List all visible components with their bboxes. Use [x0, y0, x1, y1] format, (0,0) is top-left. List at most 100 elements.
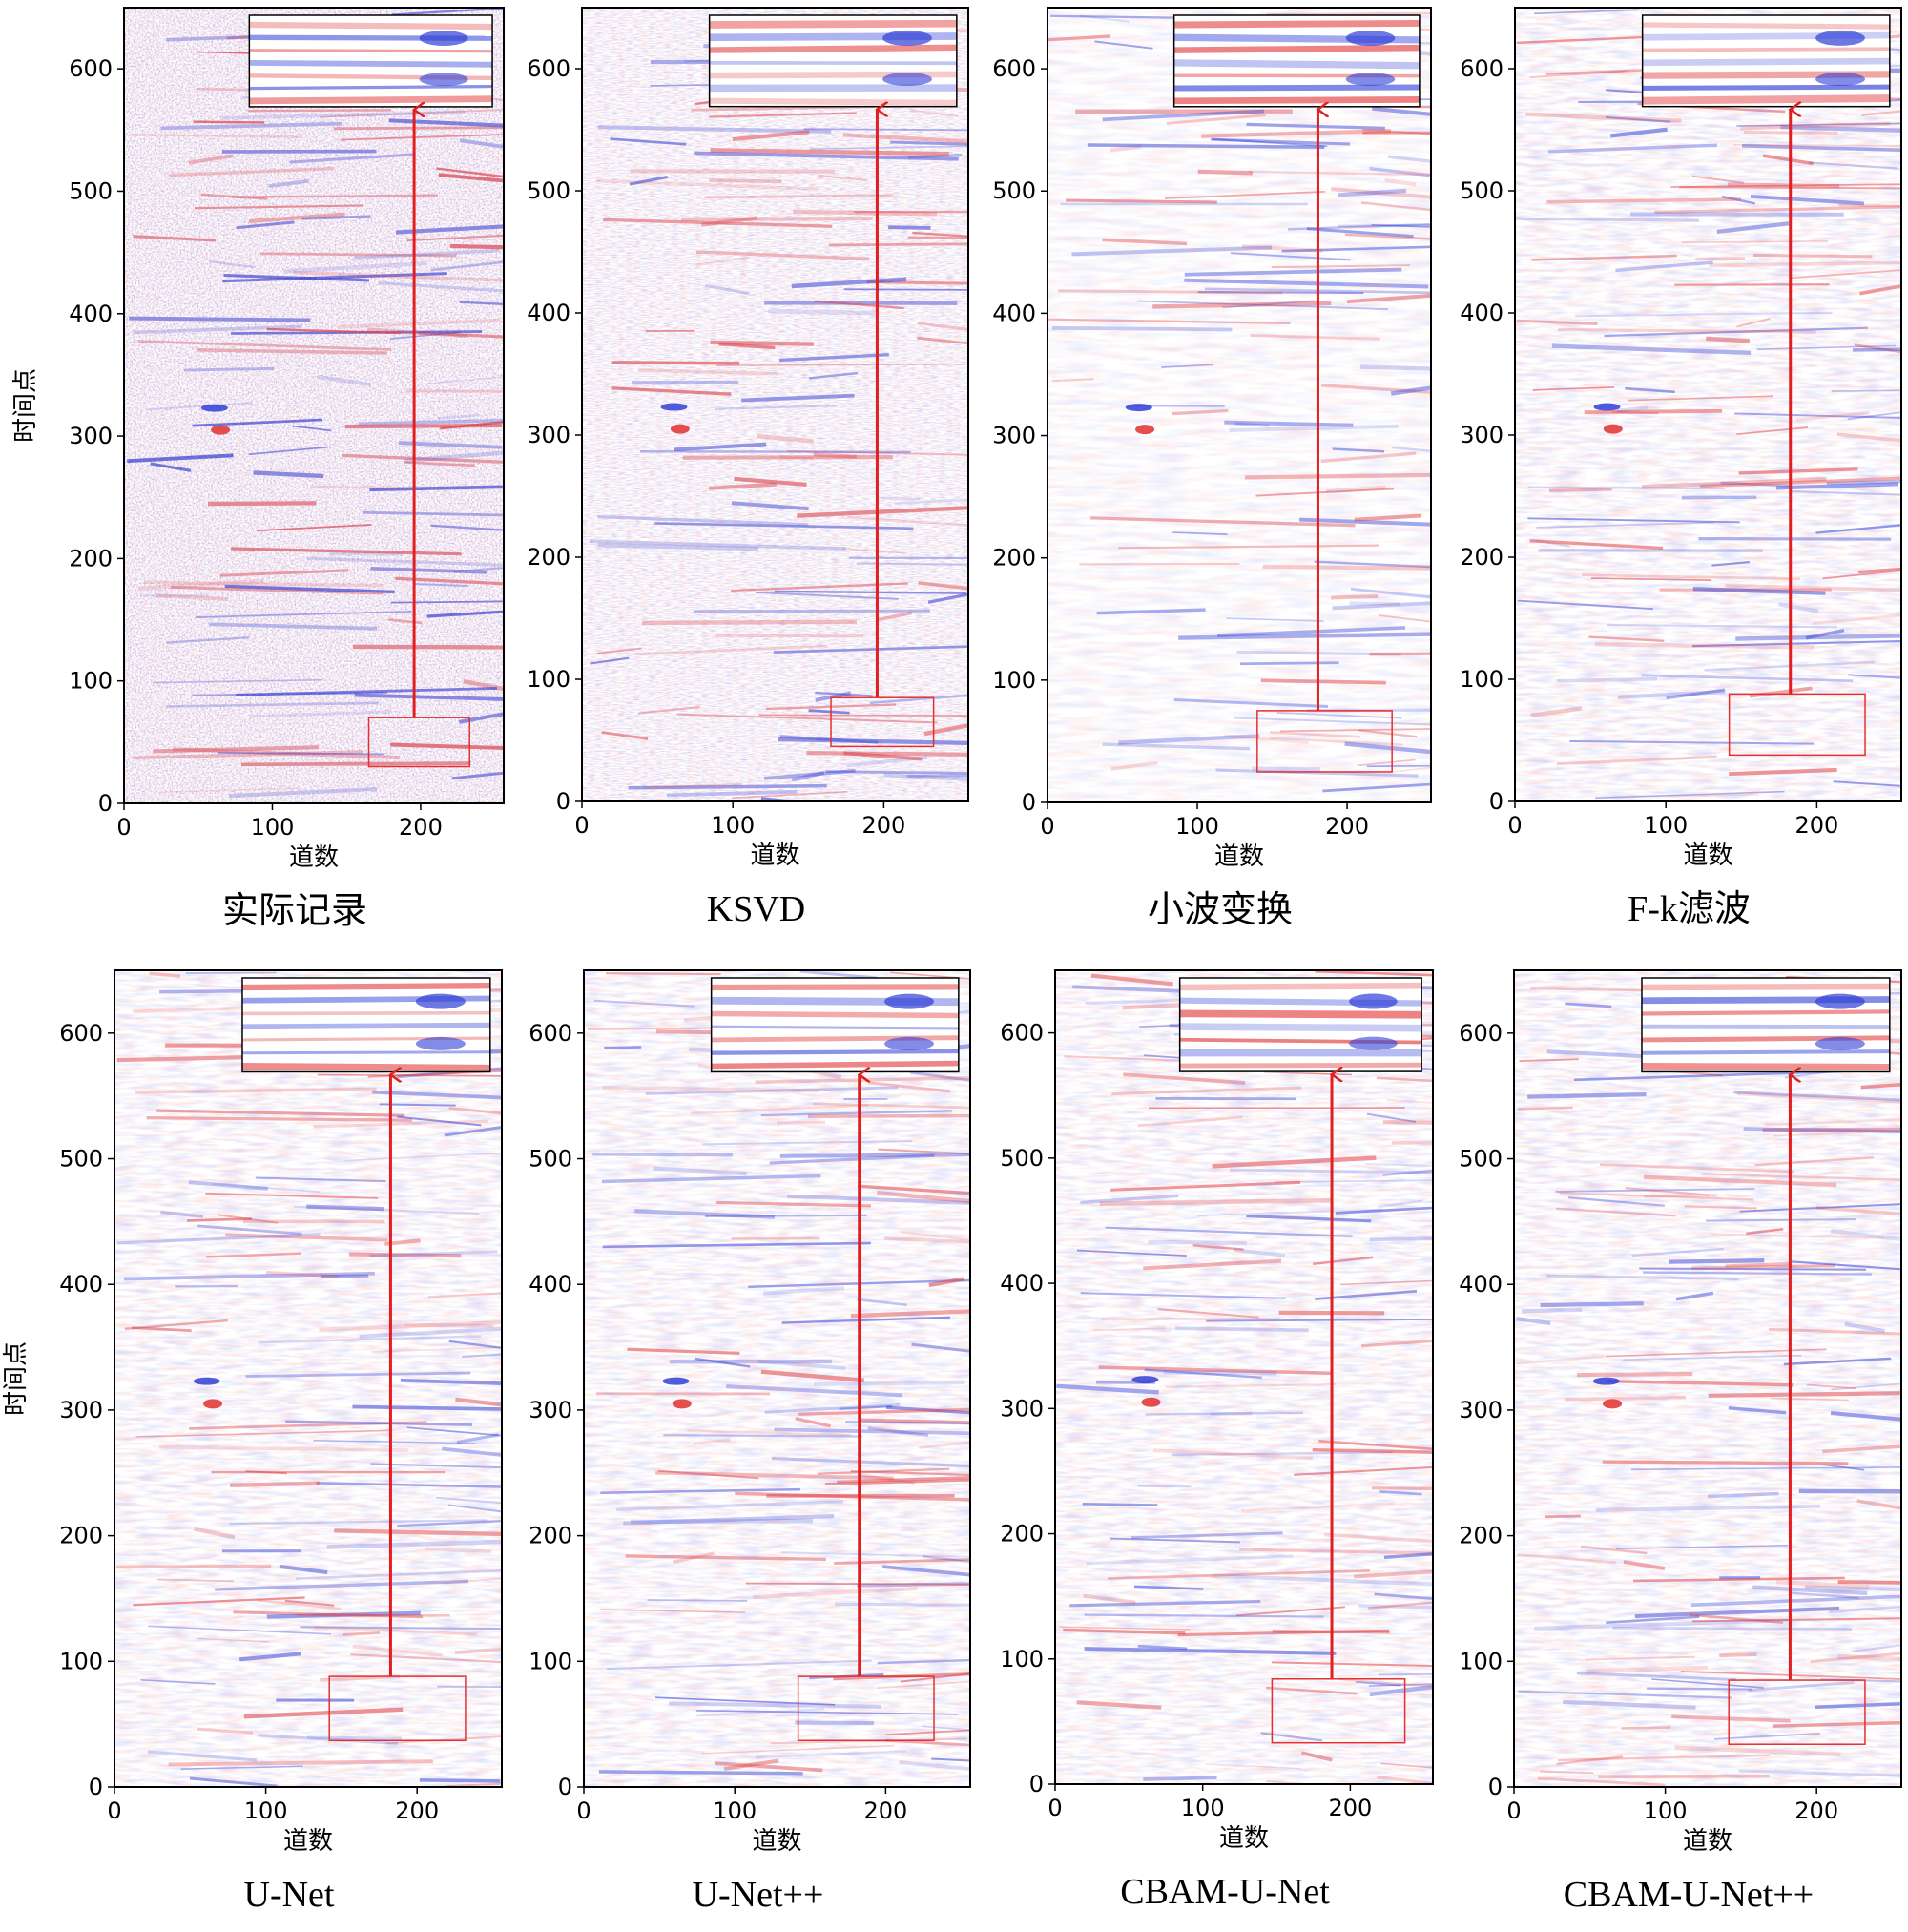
y-tick-label: 200: [1459, 1523, 1503, 1549]
source-region-box: [1271, 1678, 1406, 1744]
zoomed-event: [1345, 73, 1396, 87]
x-tick-label: 0: [576, 1797, 591, 1824]
reflector-event: [1642, 22, 1890, 30]
amplitude-anomaly: [662, 1377, 690, 1385]
y-tick-label: 300: [1459, 1397, 1503, 1423]
chart-panel-5: 0 100 200 300 400 500 600 0 100 200 道数 时间点 U-Net: [2, 969, 503, 1915]
source-region-box: [830, 696, 935, 748]
zoom-inset: [1641, 14, 1891, 108]
y-tick-label: 500: [992, 177, 1036, 204]
reflector-event: [241, 1050, 490, 1055]
reflector-event: [249, 49, 493, 53]
y-axis-label: 时间点: [2, 1341, 31, 1416]
zoom-inset-frame: [710, 977, 960, 1073]
y-tick-label: 200: [527, 544, 570, 571]
reflector-event: [709, 97, 957, 106]
y-tick-label: 400: [1459, 1271, 1503, 1298]
zoomed-event: [419, 73, 468, 87]
zoomed-event: [415, 1036, 466, 1050]
zoomed-event: [1815, 72, 1865, 86]
amplitude-anomaly: [1141, 1397, 1161, 1407]
axes-frame: [123, 7, 505, 804]
zoom-inset: [708, 14, 958, 108]
source-region-box: [797, 1675, 935, 1742]
noise-texture: [1515, 8, 1901, 801]
y-tick-label: 400: [527, 300, 570, 326]
y-tick-label: 500: [69, 177, 113, 204]
y-tick-label: 0: [89, 1774, 103, 1800]
zoom-inset-background: [249, 15, 493, 107]
reflector-event: [1173, 19, 1420, 29]
x-axis-label: 道数: [289, 843, 339, 872]
reflector-event: [1179, 1023, 1422, 1032]
zoom-inset: [1172, 14, 1421, 108]
reflector-event: [1173, 96, 1420, 105]
x-tick-label: 0: [1040, 813, 1054, 840]
noise-texture: [582, 8, 968, 801]
zoomed-event: [1815, 1036, 1865, 1050]
axes-frame: [583, 969, 971, 1788]
reflector-event: [709, 19, 957, 29]
reflector-event: [711, 1049, 959, 1055]
y-tick-label: 500: [59, 1146, 103, 1173]
x-tick-label: 100: [1644, 812, 1688, 839]
y-tick-label: 0: [1489, 788, 1504, 815]
y-tick-label: 100: [69, 668, 113, 695]
x-tick-label: 200: [1794, 1797, 1838, 1824]
x-tick-label: 0: [1047, 1795, 1062, 1821]
reflector-event: [1173, 84, 1420, 92]
x-axis-label: 道数: [750, 841, 799, 870]
source-region-box: [1728, 693, 1866, 757]
y-tick-label: 300: [992, 423, 1036, 449]
zoomed-event: [882, 30, 932, 46]
amplitude-anomaly: [211, 425, 231, 435]
reflector-event: [241, 983, 490, 991]
amplitude-anomaly: [1135, 425, 1155, 435]
zoom-inset-background: [1641, 978, 1890, 1072]
y-tick-label: 600: [992, 55, 1036, 82]
panel-caption: CBAM-U-Net++: [1564, 1875, 1814, 1915]
panel-caption: U-Net: [244, 1875, 335, 1915]
y-tick-label: 0: [98, 790, 113, 817]
amplitude-anomaly: [1125, 404, 1152, 412]
reflector-event: [1642, 94, 1890, 105]
chart-panel-8: 0 100 200 300 400 500 600 0 100 200 道数 CBAM-U-Net++: [1459, 969, 1902, 1915]
chart-panel-6: 0 100 200 300 400 500 600 0 100 200 道数 U-Net++: [529, 969, 971, 1915]
x-tick-label: 200: [862, 812, 906, 839]
y-tick-label: 0: [1029, 1771, 1044, 1797]
x-tick-label: 0: [1507, 812, 1522, 839]
y-tick-label: 500: [527, 177, 570, 204]
y-tick-label: 500: [1000, 1145, 1044, 1172]
y-tick-label: 200: [1460, 544, 1504, 571]
y-tick-label: 500: [1460, 177, 1504, 204]
axes-frame: [581, 7, 969, 802]
reflector-event: [711, 1060, 959, 1070]
reflector-event: [1173, 44, 1420, 53]
y-tick-label: 600: [59, 1020, 103, 1047]
axes-frame: [1054, 969, 1434, 1785]
panel-caption: CBAM-U-Net: [1120, 1872, 1330, 1912]
reflector-event: [1642, 47, 1890, 52]
amplitude-anomaly: [200, 404, 228, 412]
reflector-event: [241, 1022, 490, 1030]
y-tick-label: 600: [529, 1020, 572, 1047]
y-tick-label: 200: [1000, 1521, 1044, 1548]
y-tick-label: 100: [1460, 666, 1504, 693]
y-tick-label: 0: [556, 788, 570, 815]
seismic-section: [582, 8, 968, 801]
zoom-inset-background: [241, 978, 490, 1072]
reflector-event: [249, 84, 493, 91]
x-tick-label: 200: [399, 814, 443, 841]
panel-caption: 小波变换: [1148, 890, 1293, 930]
zoomed-event: [1815, 993, 1865, 1009]
zoom-inset-frame: [1178, 977, 1422, 1072]
y-tick-label: 100: [1000, 1646, 1044, 1672]
y-tick-label: 300: [1460, 422, 1504, 448]
source-region-box: [367, 717, 470, 768]
x-tick-label: 0: [1506, 1797, 1521, 1824]
x-axis-label: 道数: [1683, 1827, 1732, 1856]
zoom-inset-frame: [1641, 977, 1891, 1073]
reflector-event: [1641, 1062, 1890, 1070]
